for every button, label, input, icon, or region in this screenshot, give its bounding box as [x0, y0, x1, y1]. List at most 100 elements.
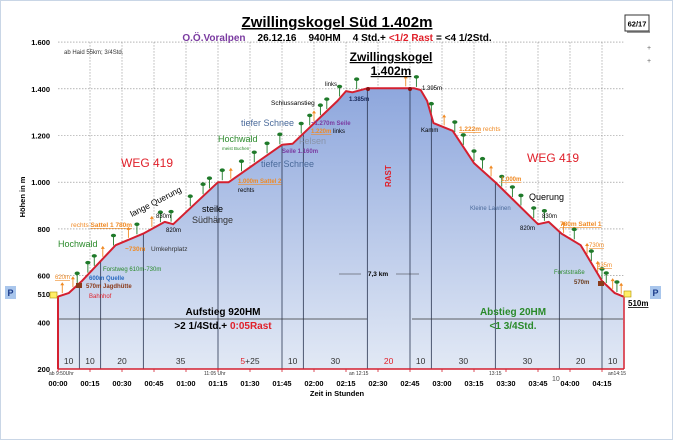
- extra-segment-label: 10: [552, 376, 560, 383]
- segment-label: 30: [523, 356, 533, 366]
- tree-icon: [85, 260, 91, 273]
- tree-icon: [200, 182, 206, 195]
- parking-label: P: [7, 288, 13, 298]
- tree-crown: [509, 185, 515, 189]
- note-1222-height: 1.222m: [459, 126, 481, 133]
- x-tick-label: 01:00: [176, 379, 195, 388]
- x-tick-label: 02:30: [368, 379, 387, 388]
- y-tick-label: 600: [37, 272, 50, 281]
- clock-1105: 11:05 Uhr: [204, 371, 226, 377]
- tree-icon: [298, 121, 304, 134]
- x-tick-label: 03:30: [496, 379, 515, 388]
- segment-label: 10: [85, 356, 95, 366]
- segment-separators: [78, 88, 603, 369]
- tree-icon: [277, 132, 283, 145]
- tree-icon: [518, 193, 524, 206]
- tree-icon: [74, 271, 80, 284]
- tree-crown: [354, 77, 360, 81]
- marker-arrow-icon: [70, 276, 75, 288]
- route-label-left: WEG 419: [121, 156, 173, 170]
- marker-arrow-icon: [489, 165, 494, 177]
- note-hochwald-2: Hochwald: [58, 239, 98, 249]
- ascent-title: Aufstieg 920HM: [185, 307, 260, 318]
- tree-crown: [614, 280, 620, 284]
- note-1000-right: 1.000m: [501, 177, 521, 183]
- note-links-2: links: [333, 129, 345, 135]
- marker-arrow-icon: [442, 114, 447, 126]
- note-620: 620m: [55, 275, 70, 281]
- tree-icon: [157, 210, 163, 223]
- tree-crown: [264, 141, 270, 146]
- segment-label: 30: [459, 356, 469, 366]
- tree-crown: [571, 227, 577, 232]
- tree-icon: [91, 254, 97, 266]
- x-tick-labels: 00:00 00:15 00:30 00:45 01:00 01:15 01:30 01:45…: [48, 369, 612, 388]
- tree-icon: [354, 77, 360, 90]
- segment-duration-labels: 10 10 20 35 5+25 10 30 20 10 30 30 20 10: [64, 356, 618, 366]
- tree-crown: [541, 209, 548, 213]
- tree-icon: [324, 97, 330, 110]
- plus-mark: +: [647, 45, 651, 52]
- x-tick-label: 03:00: [432, 379, 451, 388]
- note-sattel-1: rechts Sattel 1 780m: [71, 222, 132, 229]
- note-kamm: Kamm: [421, 128, 438, 134]
- parking-icon: [5, 286, 16, 299]
- x-tick-label: 01:15: [208, 379, 227, 388]
- tree-crown: [187, 194, 193, 199]
- tree-crown: [599, 267, 605, 271]
- marker-head: [403, 75, 408, 79]
- segment-label: 10: [416, 356, 426, 366]
- note-links: links: [325, 82, 337, 88]
- marker-arrow-icon: [619, 282, 624, 294]
- note-1220-links: 1.220m links: [311, 129, 345, 135]
- x-tick-label: 03:45: [528, 379, 547, 388]
- note-umkehrplatz: Umkehrplatz: [151, 246, 187, 253]
- tree-crown: [74, 271, 80, 276]
- note-1385: 1.385m: [349, 97, 369, 103]
- segment-walk-part: +25: [245, 356, 260, 366]
- summit-point: [408, 87, 412, 91]
- marker-head: [126, 226, 131, 230]
- tree-crown: [603, 271, 609, 275]
- note-bahnhof: Bahnhof: [89, 294, 112, 300]
- clock-start: ab 9:50Uhr: [49, 371, 74, 377]
- note-quelle: 600m Quelle: [89, 276, 125, 282]
- x-tick-label: 00:45: [144, 379, 163, 388]
- note-forststrasse: Forststraße: [554, 270, 585, 276]
- summit-name: Zwillingskogel: [350, 50, 433, 64]
- tree-crown: [460, 133, 466, 137]
- tree-icon: [337, 84, 343, 97]
- marker-arrow-icon: [228, 167, 233, 179]
- segment-label: 20: [117, 356, 127, 366]
- marker-head: [610, 278, 615, 282]
- x-tick-label: 01:45: [272, 379, 291, 388]
- note-1220: 1.220m: [311, 129, 331, 135]
- summit-height: 1.402m: [371, 64, 412, 78]
- ascent-time: >2 1/4Std.+ 0:05Rast: [174, 321, 272, 332]
- x-tick-label: 04:15: [592, 379, 611, 388]
- tree-icon: [479, 156, 486, 169]
- marker-arrow-icon: [126, 226, 131, 238]
- tree-crown: [499, 174, 505, 179]
- tree-icon: [238, 159, 245, 172]
- tree-crown: [157, 210, 163, 215]
- start-marker: [49, 291, 58, 299]
- region: O.Ö.Voralpen: [182, 31, 245, 44]
- note-seile-1160: Seile 1.160m: [282, 149, 318, 155]
- tree-icon: [317, 103, 323, 116]
- marker-head: [619, 282, 624, 286]
- x-tick-label: 00:00: [48, 379, 67, 388]
- note-seile-1270: ~1.270m Seile: [311, 121, 351, 127]
- hut-marker: [598, 281, 604, 286]
- marker-arrow-icon: [610, 278, 615, 290]
- tree-icon: [251, 150, 257, 163]
- tree-icon: [168, 209, 174, 222]
- y-tick-label: 1.000: [31, 178, 50, 187]
- date: 26.12.16: [258, 33, 297, 44]
- note-sattel-1-right: 780m Sattel 1: [560, 221, 602, 228]
- tree-icon: [599, 267, 605, 279]
- marker-head: [60, 282, 65, 286]
- x-tick-label: 02:45: [400, 379, 419, 388]
- y-tick-label: 1.200: [31, 132, 50, 141]
- marker-head: [228, 167, 233, 171]
